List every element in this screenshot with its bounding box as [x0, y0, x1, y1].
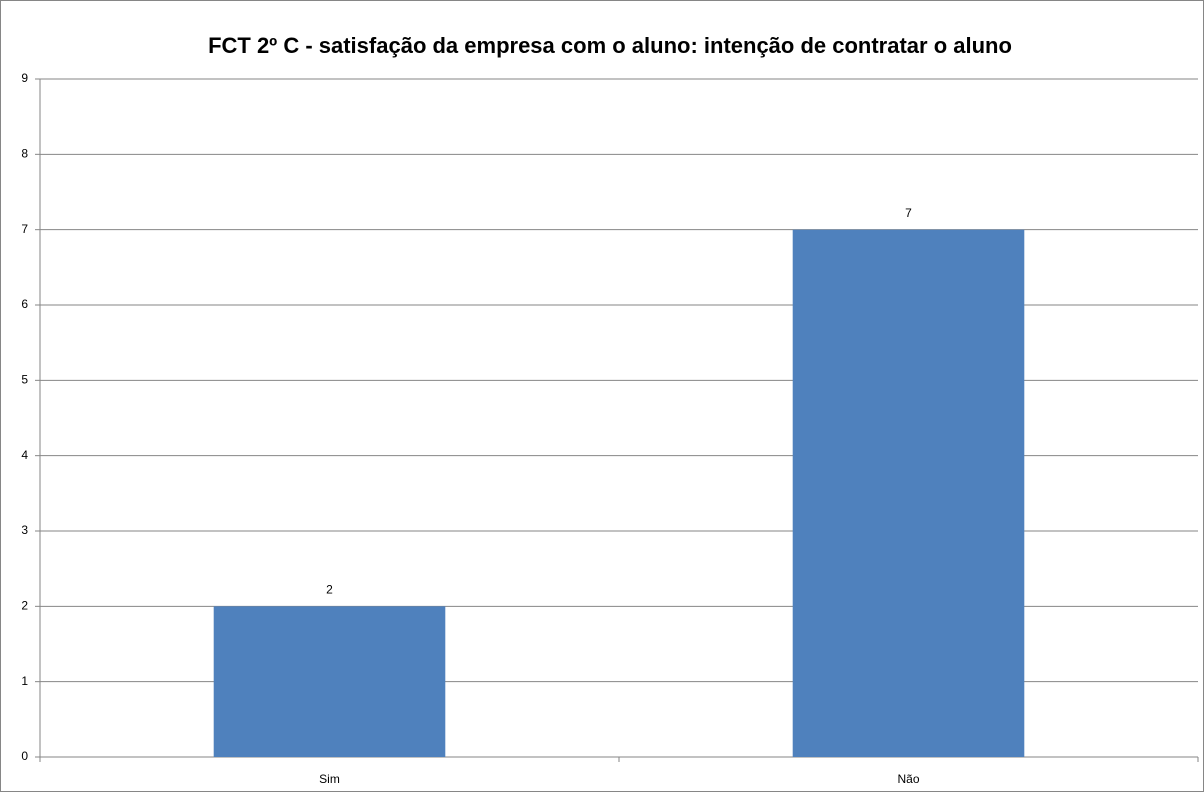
data-label: 2	[326, 583, 333, 597]
x-tick-label: Sim	[319, 772, 340, 786]
y-tick-label: 6	[21, 297, 28, 311]
y-tick-label: 7	[21, 222, 28, 236]
data-label: 7	[905, 206, 912, 220]
bar	[792, 229, 1025, 757]
x-tick-label: Não	[897, 772, 919, 786]
y-tick-label: 8	[21, 147, 28, 161]
y-tick-label: 3	[21, 523, 28, 537]
y-tick-label: 2	[21, 599, 28, 613]
y-tick-label: 4	[21, 448, 28, 462]
chart-title: FCT 2º C - satisfação da empresa com o a…	[208, 33, 1012, 58]
bar	[213, 606, 446, 757]
y-tick-label: 9	[21, 71, 28, 85]
y-tick-label: 1	[21, 674, 28, 688]
y-tick-label: 0	[21, 749, 28, 763]
y-tick-label: 5	[21, 373, 28, 387]
